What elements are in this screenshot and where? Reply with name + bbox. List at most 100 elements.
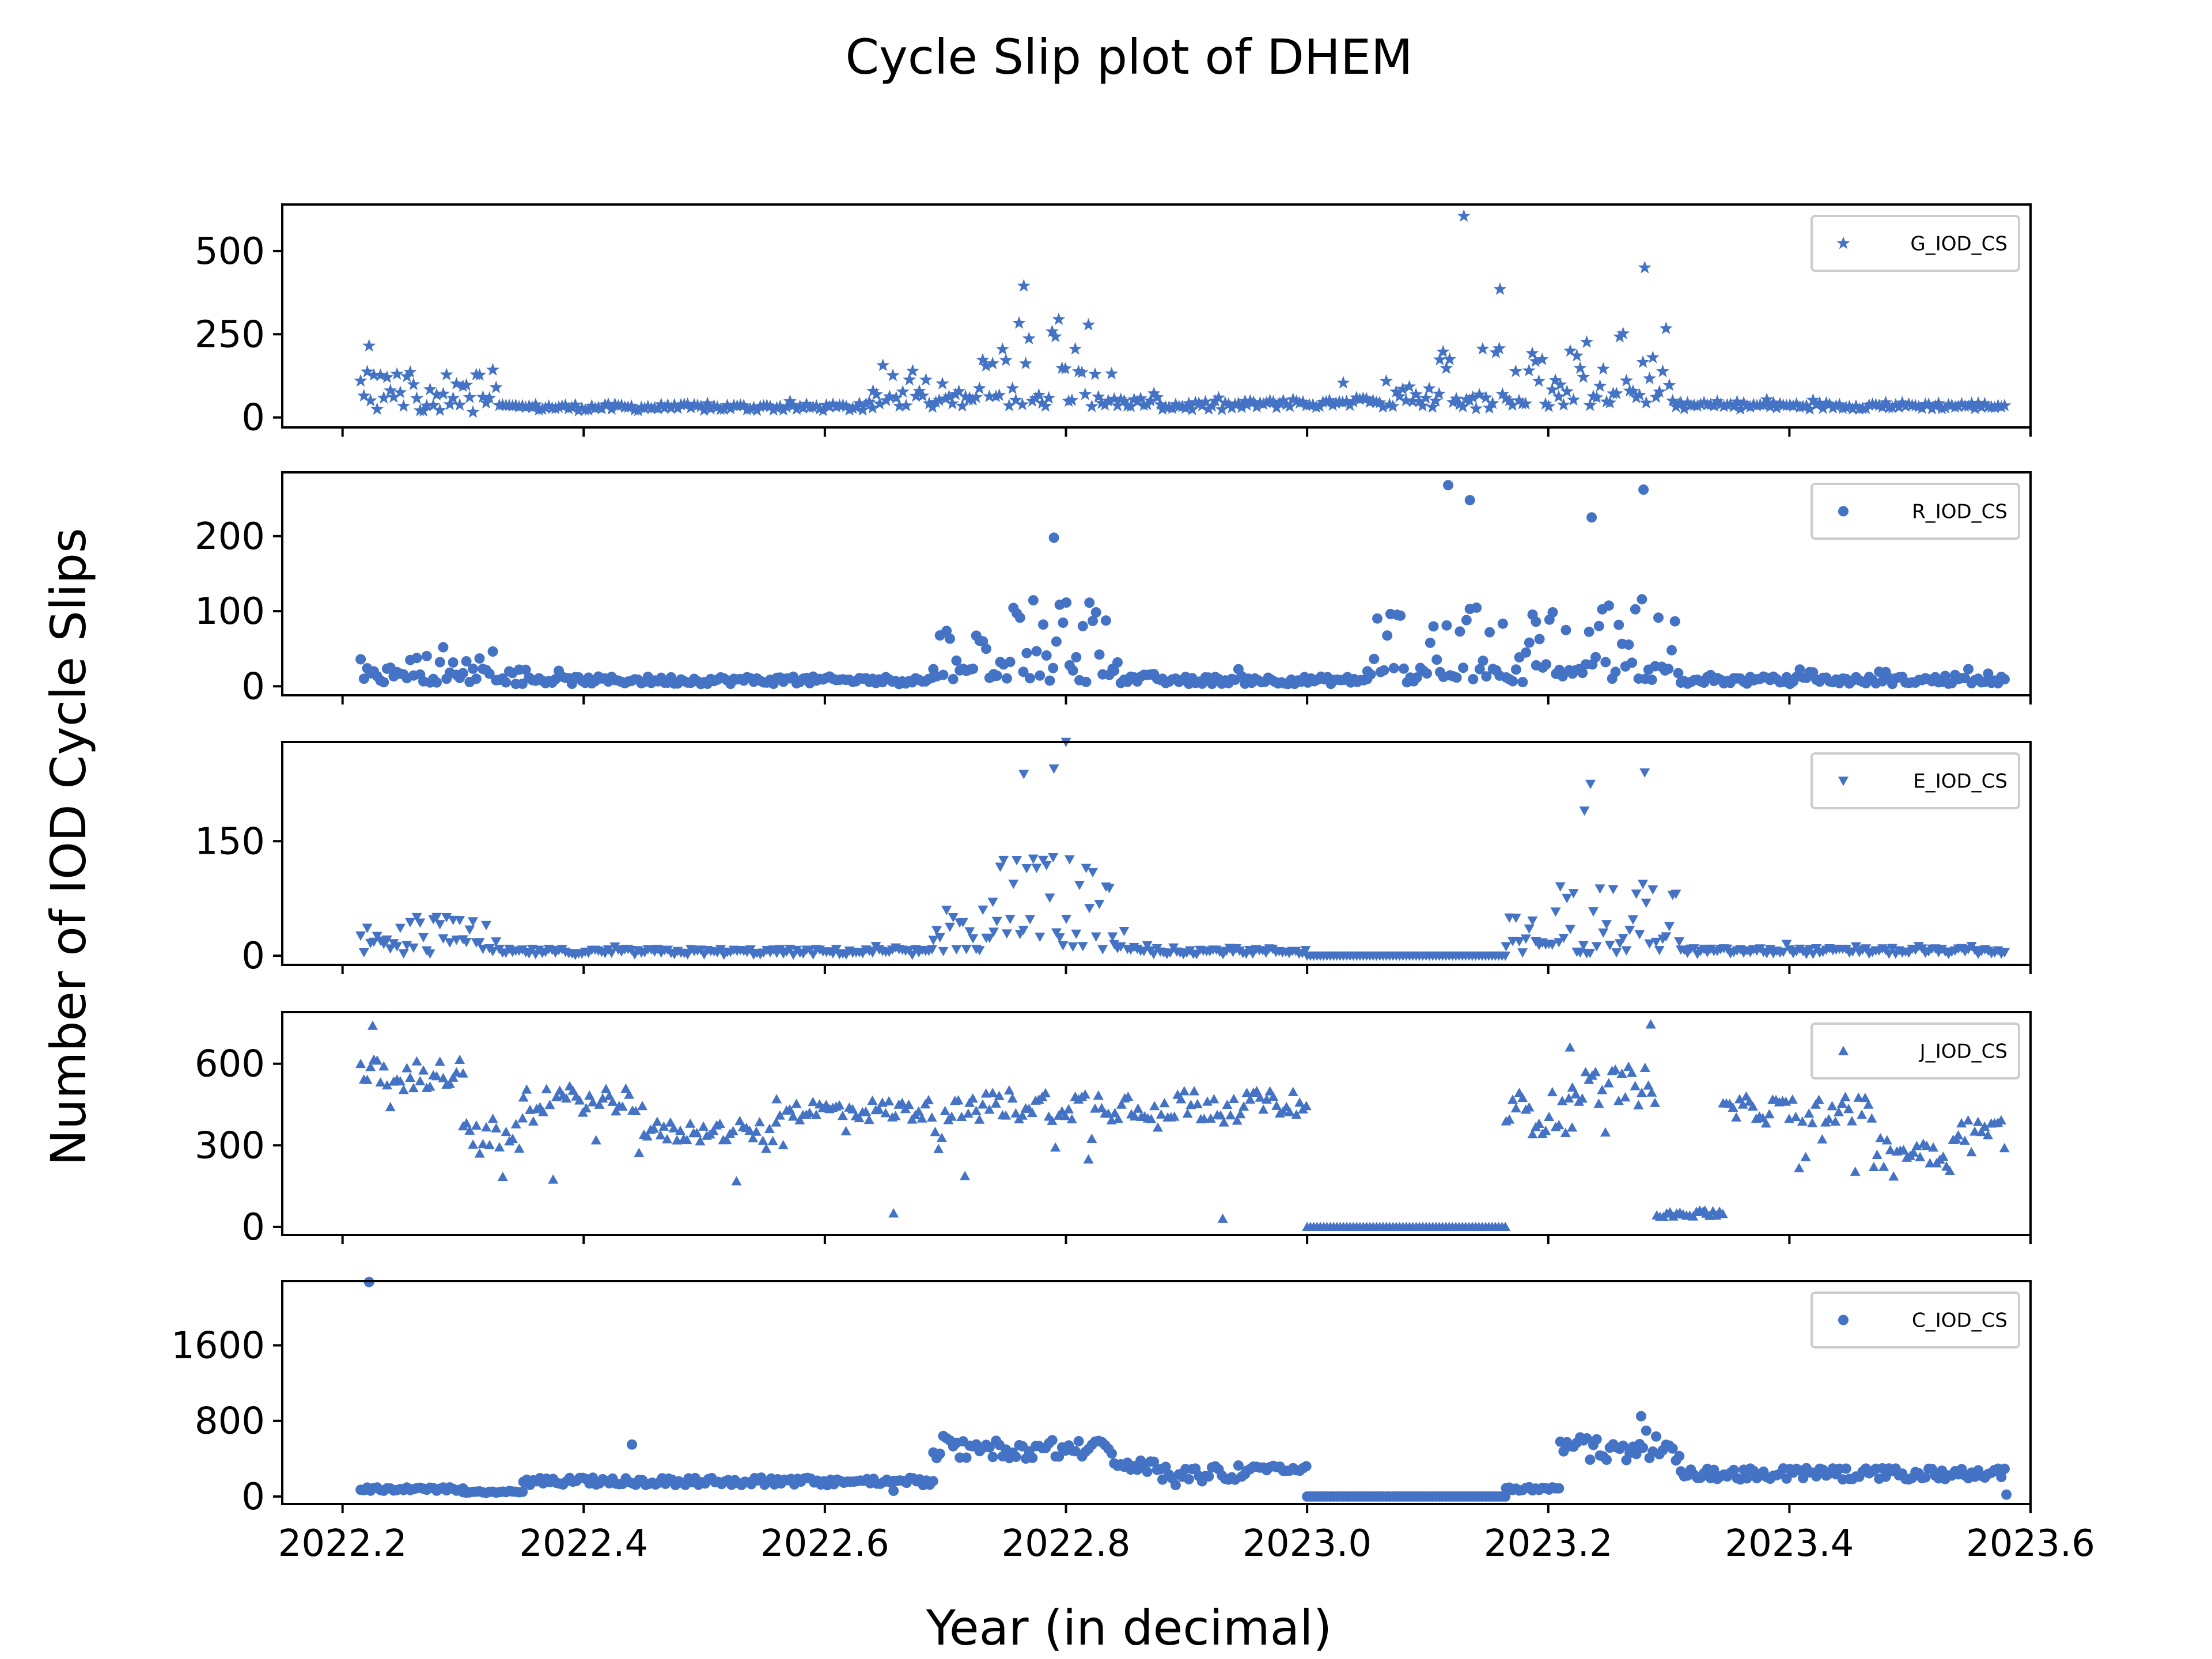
data-point (1017, 279, 1031, 292)
data-point (1218, 1117, 1229, 1127)
data-point (1123, 1091, 1134, 1101)
data-point (608, 397, 622, 410)
data-point (1199, 395, 1213, 408)
data-point (771, 1094, 782, 1104)
data-point (809, 399, 823, 412)
data-point (1899, 399, 1912, 412)
data-point (1048, 329, 1062, 343)
data-point (1192, 1099, 1203, 1108)
data-point (1129, 1111, 1140, 1121)
data-point (1022, 331, 1036, 344)
data-point (1663, 664, 1674, 675)
data-point (584, 1090, 595, 1100)
data-point (1972, 1116, 1983, 1126)
data-point (1931, 396, 1945, 409)
data-point (1071, 652, 1082, 662)
data-point (748, 1132, 759, 1143)
data-point (1593, 620, 1604, 631)
data-point (474, 653, 485, 664)
data-point (1146, 1113, 1157, 1123)
data-point (1953, 1130, 1964, 1139)
data-point (934, 1448, 945, 1459)
data-point (783, 394, 797, 407)
data-point (1912, 399, 1926, 412)
data-point (936, 1132, 947, 1142)
data-point (407, 377, 421, 391)
data-point (1838, 506, 1849, 517)
data-point (1578, 941, 1589, 950)
data-point (433, 403, 447, 416)
data-point (934, 933, 945, 943)
data-point (1709, 1464, 1719, 1475)
data-point (1500, 1491, 1511, 1502)
data-point (1222, 397, 1236, 410)
data-point (1012, 316, 1026, 329)
data-point (384, 384, 397, 396)
data-point (377, 391, 391, 404)
data-point (1063, 1104, 1074, 1113)
data-point (431, 1071, 442, 1081)
data-point (1593, 379, 1607, 392)
data-point (1336, 376, 1350, 389)
data-point (1005, 657, 1016, 668)
data-point (1627, 915, 1638, 925)
data-point (1618, 934, 1628, 944)
data-point (991, 671, 1002, 681)
data-point (1506, 398, 1520, 411)
data-point (773, 399, 787, 412)
data-point (1081, 863, 1092, 873)
data-point (486, 363, 499, 376)
data-point (421, 650, 432, 661)
data-point (1921, 1141, 1932, 1150)
data-point (581, 1103, 592, 1113)
data-point (1781, 940, 1792, 949)
data-point (448, 915, 459, 925)
data-point (1641, 898, 1652, 908)
data-point (1728, 1464, 1739, 1475)
y-tick-label: 150 (195, 820, 265, 863)
data-point (368, 937, 379, 947)
data-point (1604, 600, 1614, 611)
data-point (998, 855, 1009, 866)
data-point (843, 403, 857, 416)
data-point (744, 402, 757, 415)
data-point (942, 389, 956, 403)
data-point (1826, 401, 1840, 414)
axes-frame (281, 471, 2032, 696)
data-point (1616, 1068, 1627, 1078)
data-point (1300, 946, 1311, 956)
data-point (1432, 387, 1446, 400)
data-point (1211, 391, 1225, 404)
data-point (665, 1117, 676, 1127)
data-point (785, 1104, 796, 1114)
data-point (888, 1208, 899, 1218)
data-point (410, 391, 424, 404)
data-point (1073, 1435, 1084, 1446)
x-tick-label: 2023.0 (1243, 1522, 1372, 1565)
panel-r-iod-cs: 0 100 200 R_IOD_CS (195, 471, 2032, 708)
data-point (398, 1085, 409, 1094)
data-point (444, 938, 455, 948)
data-point (694, 399, 708, 412)
data-point (1563, 1093, 1574, 1103)
data-point (1105, 366, 1119, 380)
data-point (1800, 399, 1813, 412)
data-point (387, 390, 400, 403)
data-point (474, 938, 485, 948)
data-point (1667, 1443, 1678, 1454)
data-point (1863, 1099, 1874, 1109)
data-point (1838, 777, 1849, 786)
data-point (1277, 393, 1290, 407)
data-point (754, 1116, 765, 1127)
data-point (1286, 392, 1300, 406)
data-point (1542, 399, 1556, 412)
data-point (972, 381, 986, 395)
data-point (1148, 950, 1159, 960)
data-point (1857, 1109, 1868, 1119)
data-point (1085, 399, 1099, 412)
data-point (539, 400, 552, 414)
data-point (1562, 893, 1573, 903)
data-point (415, 918, 426, 928)
data-point (1111, 399, 1124, 411)
legend-label: C_IOD_CS (1912, 1309, 2008, 1332)
